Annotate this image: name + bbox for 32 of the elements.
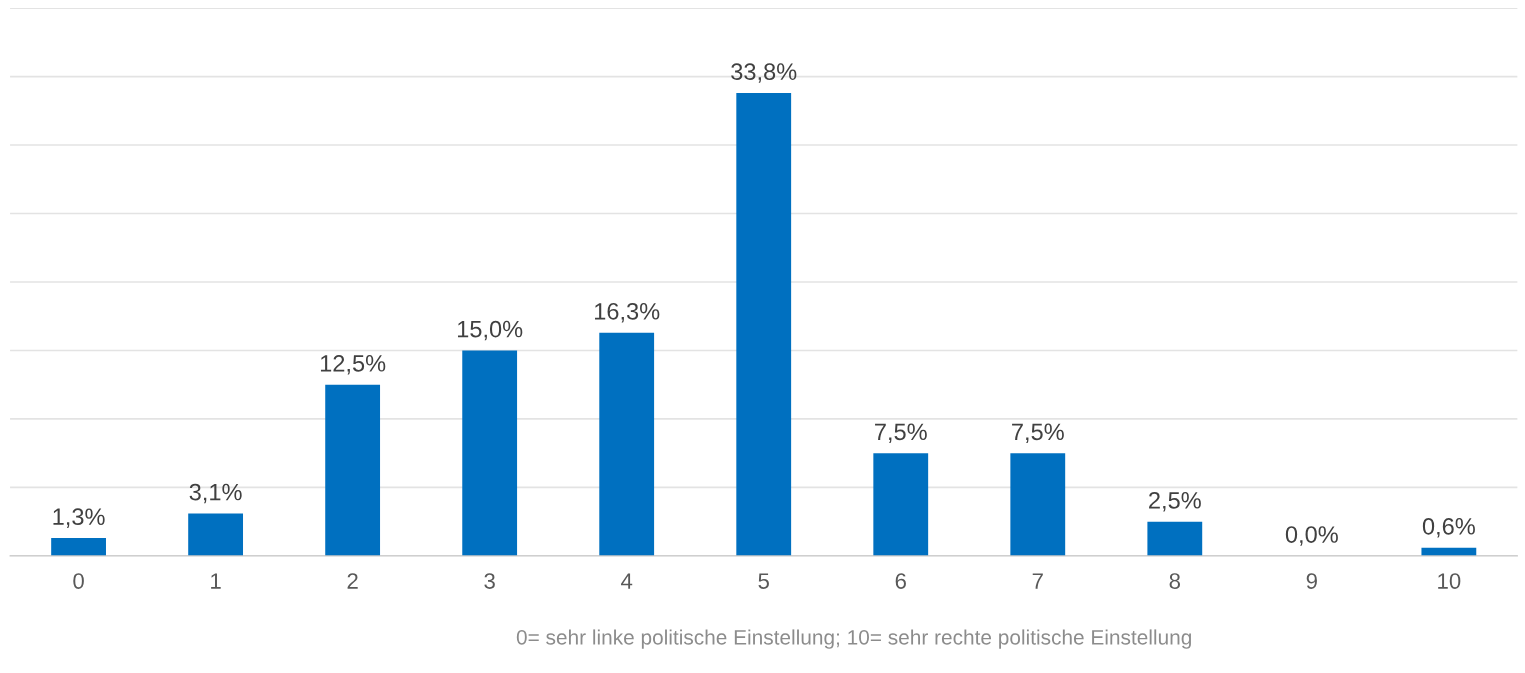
data-label: 16,3% bbox=[595, 302, 660, 323]
x-tick-label: 7 bbox=[1032, 573, 1043, 589]
x-tick-label: 1 bbox=[211, 573, 221, 589]
data-label: 7,5% bbox=[1012, 423, 1064, 443]
x-tick-label: 10 bbox=[1438, 573, 1461, 589]
data-label: 33,8% bbox=[731, 63, 797, 83]
x-tick-label: 0 bbox=[73, 573, 84, 589]
data-label: 0,0% bbox=[1285, 526, 1338, 546]
x-tick-label: 4 bbox=[621, 573, 633, 589]
bar bbox=[462, 350, 518, 556]
x-tick-label: 6 bbox=[895, 573, 906, 589]
bar bbox=[188, 513, 244, 556]
bar bbox=[325, 384, 381, 556]
x-tick-label: 8 bbox=[1169, 573, 1181, 589]
bar bbox=[736, 92, 792, 556]
bar bbox=[873, 453, 929, 556]
data-label: 1,3% bbox=[53, 508, 105, 528]
x-tick-label: 5 bbox=[758, 573, 769, 589]
data-label: 15,0% bbox=[457, 320, 523, 341]
bar bbox=[599, 332, 655, 556]
x-tick-label: 9 bbox=[1306, 573, 1317, 589]
data-label: 3,1% bbox=[189, 483, 242, 504]
x-tick-label: 3 bbox=[484, 573, 495, 589]
data-label: 7,5% bbox=[875, 423, 927, 443]
data-label: 12,5% bbox=[320, 354, 386, 375]
x-tick-label: 2 bbox=[347, 573, 358, 589]
bar bbox=[1010, 453, 1066, 556]
x-axis-title: 0= sehr linke politische Einstellung; 10= sehr rechte politische Einstellung bbox=[516, 629, 1191, 649]
data-label: 2,5% bbox=[1149, 491, 1201, 512]
bar bbox=[1147, 521, 1203, 556]
bar bbox=[51, 538, 106, 556]
data-label: 0,6% bbox=[1422, 517, 1475, 538]
